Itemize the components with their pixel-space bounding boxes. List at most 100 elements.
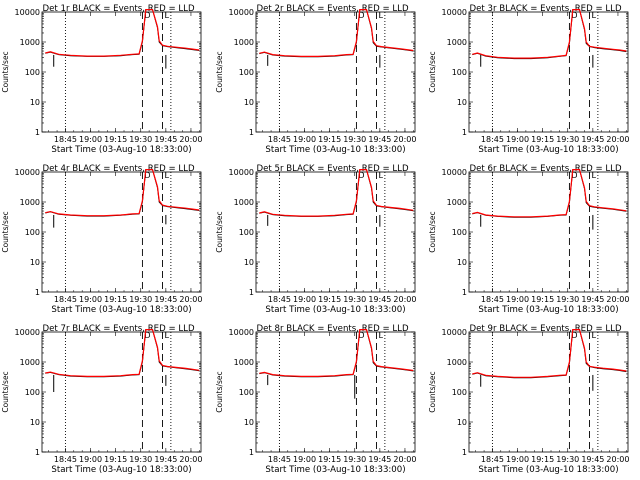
x-tick-label: 19:30 — [556, 455, 579, 464]
y-tick-label: 1000 — [20, 38, 40, 47]
x-tick-label: 20:00 — [606, 135, 629, 144]
y-tick-label: 10000 — [442, 328, 467, 337]
x-tick-label: 19:15 — [318, 135, 341, 144]
x-tick-label: 18:45 — [481, 295, 504, 304]
x-tick-label: 19:30 — [556, 295, 579, 304]
x-tick-label: 19:45 — [368, 455, 391, 464]
events-series-line — [259, 169, 414, 217]
y-tick-label: 100 — [452, 388, 467, 397]
lld-series-line — [259, 169, 414, 217]
x-tick-label: 19:30 — [343, 455, 366, 464]
y-tick-label: 10000 — [229, 168, 254, 177]
lld-series-line — [45, 329, 200, 377]
y-tick-label: 100 — [239, 228, 254, 237]
x-tick-label: 19:15 — [104, 455, 127, 464]
x-tick-label: 18:45 — [54, 135, 77, 144]
panel-title: Det 8r BLACK = Events, RED = LLD — [257, 324, 409, 334]
y-axis-title: Counts/sec — [215, 371, 224, 412]
x-tick-label: 19:00 — [293, 295, 316, 304]
y-tick-label: 1 — [35, 288, 40, 297]
y-tick-label: 1000 — [20, 198, 40, 207]
x-tick-label: 18:45 — [268, 455, 291, 464]
x-tick-label: 18:45 — [54, 455, 77, 464]
y-tick-label: 100 — [25, 68, 40, 77]
marker-label: D — [358, 11, 364, 20]
y-axis-title: Counts/sec — [428, 211, 437, 252]
x-tick-label: 19:15 — [318, 295, 341, 304]
y-axis-title: Counts/sec — [428, 51, 437, 92]
y-tick-label: 1000 — [447, 38, 467, 47]
y-tick-label: 100 — [25, 388, 40, 397]
x-tick-label: 19:30 — [129, 295, 152, 304]
y-tick-label: 10 — [457, 258, 467, 267]
y-tick-label: 1000 — [234, 358, 254, 367]
x-tick-label: 20:00 — [179, 295, 202, 304]
x-tick-label: 18:45 — [54, 295, 77, 304]
events-series-line — [472, 9, 627, 60]
x-tick-label: 19:15 — [531, 135, 554, 144]
panel-title: Det 4r BLACK = Events, RED = LLD — [43, 164, 195, 174]
x-tick-label: 19:00 — [506, 455, 529, 464]
events-series-line — [45, 329, 200, 378]
x-axis-title: Start Time (03-Aug-10 18:33:00) — [51, 145, 191, 155]
events-series-line — [259, 329, 414, 378]
x-tick-label: 19:00 — [506, 295, 529, 304]
y-tick-label: 100 — [25, 228, 40, 237]
y-tick-label: 1000 — [234, 198, 254, 207]
x-tick-label: 20:00 — [179, 455, 202, 464]
marker-label: D — [571, 331, 577, 340]
marker-label: L — [165, 11, 170, 20]
y-tick-label: 1000 — [447, 198, 467, 207]
marker-label: D — [358, 171, 364, 180]
marker-label: D — [144, 171, 150, 180]
marker-label: D — [571, 171, 577, 180]
x-tick-label: 19:45 — [368, 295, 391, 304]
detector-panel: Det 2r BLACK = Events, RED = LLD 1 10 100 10… — [215, 4, 416, 155]
detector-panel: Det 4r BLACK = Events, RED = LLD 1 10 100 10… — [1, 164, 202, 315]
y-tick-label: 1 — [462, 288, 467, 297]
x-tick-label: 18:45 — [481, 135, 504, 144]
marker-label: L — [165, 331, 170, 340]
x-tick-label: 19:15 — [531, 455, 554, 464]
y-tick-label: 10000 — [15, 168, 40, 177]
marker-label: L — [592, 331, 597, 340]
x-tick-label: 19:15 — [104, 135, 127, 144]
panel-title: Det 5r BLACK = Events, RED = LLD — [257, 164, 409, 174]
y-tick-label: 10000 — [229, 8, 254, 17]
y-tick-label: 10 — [457, 418, 467, 427]
x-axis-title: Start Time (03-Aug-10 18:33:00) — [265, 465, 405, 475]
panel-title: Det 7r BLACK = Events, RED = LLD — [43, 324, 195, 334]
y-tick-label: 100 — [452, 228, 467, 237]
y-tick-label: 10000 — [15, 8, 40, 17]
marker-label: L — [592, 171, 597, 180]
lld-series-line — [259, 9, 414, 58]
y-tick-label: 1000 — [447, 358, 467, 367]
lld-series-line — [45, 169, 200, 217]
y-tick-label: 100 — [239, 68, 254, 77]
y-tick-label: 1 — [249, 128, 254, 137]
x-tick-label: 20:00 — [179, 135, 202, 144]
y-tick-label: 10000 — [442, 8, 467, 17]
y-tick-label: 10 — [30, 98, 40, 107]
y-tick-label: 10000 — [442, 168, 467, 177]
x-axis-title: Start Time (03-Aug-10 18:33:00) — [478, 305, 618, 315]
x-tick-label: 19:30 — [129, 455, 152, 464]
x-axis-title: Start Time (03-Aug-10 18:33:00) — [51, 465, 191, 475]
detector-panel: Det 3r BLACK = Events, RED = LLD 1 10 100 10… — [428, 4, 629, 155]
y-tick-label: 10 — [30, 258, 40, 267]
y-tick-label: 10000 — [15, 328, 40, 337]
lld-series-line — [45, 9, 200, 57]
x-tick-label: 19:30 — [343, 135, 366, 144]
y-tick-label: 10000 — [229, 328, 254, 337]
x-axis-title: Start Time (03-Aug-10 18:33:00) — [265, 305, 405, 315]
y-tick-label: 1 — [35, 128, 40, 137]
y-axis-title: Counts/sec — [428, 371, 437, 412]
x-tick-label: 18:45 — [481, 455, 504, 464]
x-axis-title: Start Time (03-Aug-10 18:33:00) — [478, 145, 618, 155]
y-tick-label: 1000 — [234, 38, 254, 47]
x-tick-label: 19:00 — [79, 455, 102, 464]
detector-panel: Det 6r BLACK = Events, RED = LLD 1 10 100 10… — [428, 164, 629, 315]
x-tick-label: 19:45 — [154, 295, 177, 304]
x-tick-label: 19:00 — [293, 135, 316, 144]
events-series-line — [45, 9, 200, 57]
